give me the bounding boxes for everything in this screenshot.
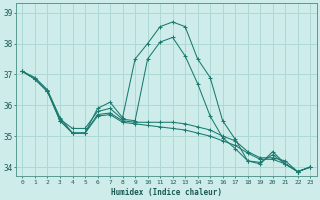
X-axis label: Humidex (Indice chaleur): Humidex (Indice chaleur) <box>111 188 222 197</box>
